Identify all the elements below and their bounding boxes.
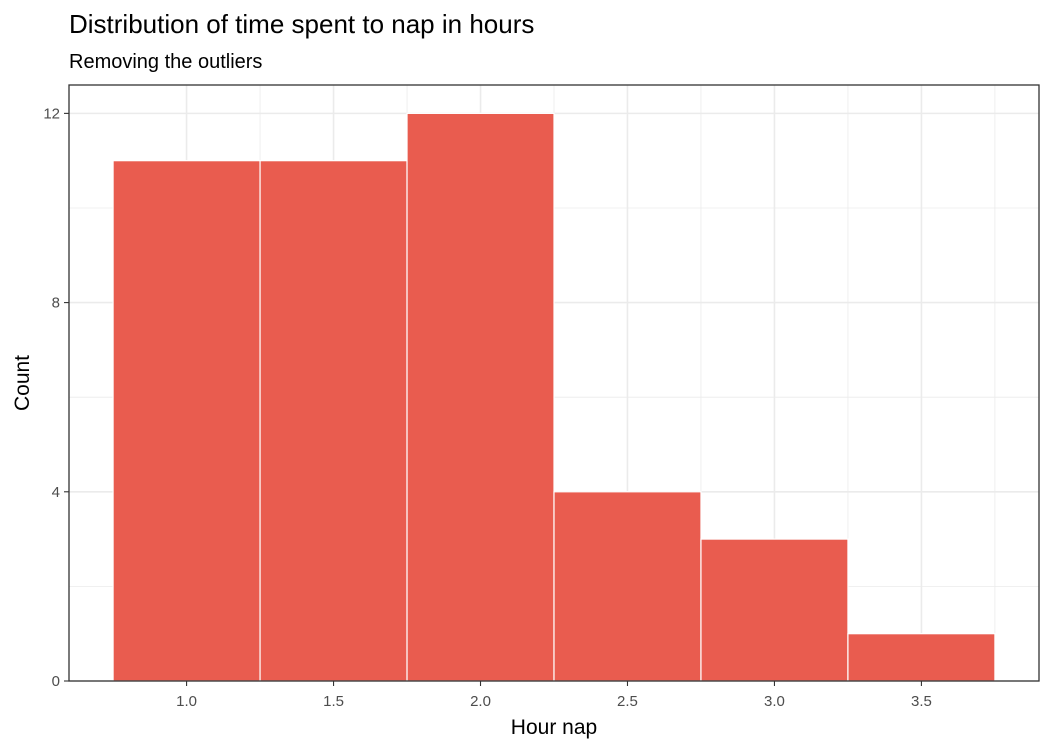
y-tick-label: 4	[52, 484, 60, 501]
x-tick-label: 2.5	[617, 693, 638, 710]
chart-subtitle: Removing the outliers	[69, 51, 262, 73]
x-tick-label: 2.0	[470, 693, 491, 710]
y-tick-label: 12	[43, 105, 60, 122]
y-axis: 0 4 8 12	[43, 105, 69, 690]
y-tick-label: 0	[52, 673, 60, 690]
histogram-bar	[553, 491, 702, 682]
histogram-bar	[112, 160, 261, 682]
histogram-bar	[406, 112, 555, 682]
histogram-bar	[700, 538, 849, 682]
x-tick-label: 3.0	[764, 693, 785, 710]
x-tick-label: 3.5	[911, 693, 932, 710]
histogram-bar	[847, 633, 996, 682]
x-tick-label: 1.5	[323, 693, 344, 710]
chart-title: Distribution of time spent to nap in hou…	[69, 9, 534, 39]
panel-border	[68, 84, 1040, 682]
x-tick-label: 1.0	[176, 693, 197, 710]
y-axis-title: Count	[11, 355, 34, 411]
histogram-bar	[259, 160, 408, 682]
x-axis: 1.0 1.5 2.0 2.5 3.0 3.5	[176, 681, 932, 710]
y-tick-label: 8	[52, 295, 60, 312]
bars	[112, 112, 996, 682]
x-axis-title: Hour nap	[511, 716, 597, 739]
